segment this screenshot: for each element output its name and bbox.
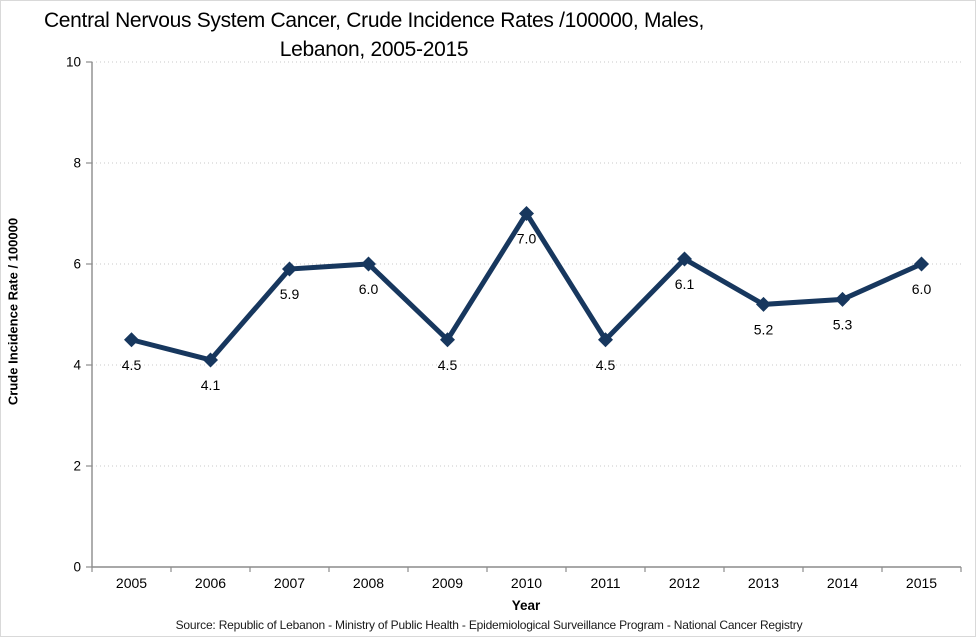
- x-tick-label: 2005: [116, 575, 147, 591]
- x-tick-label: 2008: [353, 575, 384, 591]
- data-point-label: 5.3: [833, 316, 853, 332]
- data-point-label: 6.0: [912, 281, 932, 297]
- x-axis-title: Year: [511, 598, 541, 613]
- data-point-label: 4.1: [201, 377, 221, 393]
- data-point-marker: [835, 291, 850, 307]
- data-point-marker: [203, 352, 218, 368]
- data-point-marker: [519, 206, 534, 221]
- data-point-label: 4.5: [596, 357, 616, 373]
- x-tick-label: 2012: [669, 575, 700, 591]
- x-tick-label: 2014: [827, 575, 858, 591]
- data-point-marker: [756, 296, 771, 312]
- data-point-label: 4.5: [438, 357, 458, 373]
- data-point-marker: [124, 332, 139, 348]
- data-point-marker: [361, 256, 376, 272]
- y-tick-label: 2: [73, 459, 81, 474]
- source-note: Source: Republic of Lebanon - Ministry o…: [175, 618, 803, 632]
- chart-title-line2: Lebanon, 2005-2015: [279, 38, 469, 61]
- data-point-marker: [914, 256, 929, 272]
- x-tick-label: 2009: [432, 575, 463, 591]
- data-point-marker: [677, 251, 692, 267]
- x-tick-label: 2015: [906, 575, 937, 591]
- x-tick-label: 2006: [195, 575, 226, 591]
- x-tick-label: 2010: [511, 575, 542, 591]
- data-point-label: 5.9: [280, 286, 300, 302]
- y-tick-label: 6: [73, 257, 81, 272]
- x-tick-label: 2013: [748, 575, 779, 591]
- chart-title-line1: Central Nervous System Cancer, Crude Inc…: [43, 9, 705, 32]
- y-tick-label: 4: [73, 358, 81, 373]
- x-tick-label: 2011: [590, 575, 620, 591]
- data-point-label: 4.5: [122, 357, 142, 373]
- data-point-label: 6.0: [359, 281, 379, 297]
- x-tick-label: 2007: [274, 575, 305, 591]
- data-point-label: 5.2: [754, 321, 774, 337]
- y-tick-label: 0: [73, 560, 81, 575]
- data-point-marker: [598, 332, 613, 348]
- data-point-label: 7.0: [517, 231, 537, 247]
- y-tick-label: 8: [73, 156, 81, 171]
- data-point-marker: [440, 332, 455, 348]
- data-point-marker: [282, 261, 297, 277]
- y-tick-label: 10: [66, 55, 81, 70]
- data-point-label: 6.1: [675, 276, 695, 292]
- chart-title: Central Nervous System Cancer, Crude Inc…: [9, 6, 739, 64]
- y-axis-title: Crude Incidence Rate / 100000: [5, 217, 21, 406]
